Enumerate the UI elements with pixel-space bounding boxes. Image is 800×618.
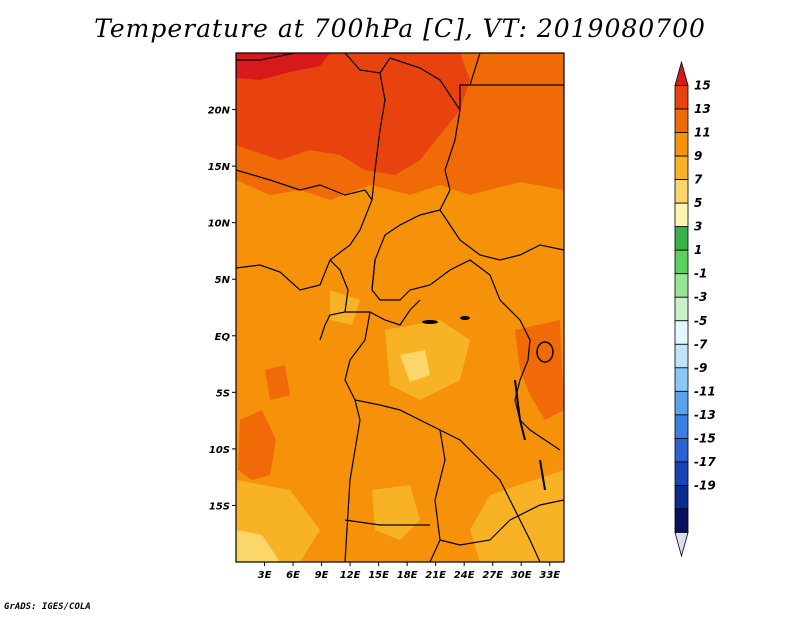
colorbar-swatch [674,390,689,416]
colorbar-bottom-triangle [674,532,689,558]
colorbar-swatch [674,179,689,204]
lon-label: 6E [286,570,300,581]
colorbar-label: 15 [694,79,711,93]
lat-label: EQ [215,332,231,343]
field-coolest-southwest [236,530,280,562]
lon-label: 33E [539,570,560,581]
colorbar-top-triangle [674,60,689,86]
colorbar-swatch [674,249,689,275]
lat-label: 20N [208,106,231,117]
colorbar-label: 7 [694,173,703,187]
field-cool-gabon [330,290,360,325]
lon-label: 30E [511,570,532,581]
lat-label: 10S [209,445,230,456]
lon-label: 24E [454,570,475,581]
colorbar-swatch [674,273,689,298]
colorbar-swatch [674,343,689,369]
latitude-axis: 20N 15N 10N 5N EQ 5S 10S 15S [208,106,236,512]
longitude-axis: 3E 6E 9E 12E 15E 18E 21E 24E 27E 30E 33E [258,562,560,581]
colorbar-label: -7 [694,337,708,351]
footer-credit: GrADS: IGES/COLA [4,602,91,612]
colorbar-label: -3 [694,290,707,304]
colorbar-label: -1 [694,267,707,281]
colorbar-swatch [674,320,689,345]
colorbar-label: 3 [694,220,702,234]
colorbar-label: -13 [694,408,716,422]
colorbar: 15 13 11 9 7 5 3 1 -1 -3 -5 -7 -9 -11 -13 -15 -17 -19 [674,60,716,558]
colorbar-label: 11 [694,126,711,140]
colorbar-swatch [674,461,689,486]
colorbar-swatch [674,132,689,157]
colorbar-label: 13 [694,102,711,116]
colorbar-swatch [674,485,689,510]
field-cool-patch-south [372,485,420,540]
colorbar-swatch [674,108,689,133]
colorbar-label: 5 [694,196,702,210]
colorbar-swatch [674,437,689,463]
field-warm-patch-small [265,365,290,400]
colorbar-swatch [674,85,689,110]
colorbar-label: -11 [694,384,716,398]
colorbar-label: -5 [694,314,707,328]
colorbar-swatch [674,202,689,228]
map-frame [235,52,565,563]
colorbar-label: -15 [694,431,716,445]
colorbar-label: 9 [694,149,702,163]
colorbar-label: -17 [694,455,716,469]
lon-label: 3E [258,570,272,581]
lon-label: 15E [368,570,389,581]
country-borders [236,53,564,562]
colorbar-swatch [674,367,689,392]
lat-label: 5N [215,275,231,286]
colorbar-label: 1 [694,243,702,257]
map-title: Temperature at 700hPa [C], VT: 201908070… [94,14,706,43]
lon-label: 18E [397,570,418,581]
colorbar-swatch [674,226,689,251]
lat-label: 5S [216,388,230,399]
colorbar-label: -19 [694,478,716,492]
colorbar-swatch [674,508,689,533]
lakes [422,316,554,491]
field-warm-patch-east [515,320,564,420]
colorbar-swatch [674,414,689,439]
field-pale-congo [400,350,430,382]
colorbar-swatch [674,296,689,322]
lon-label: 12E [340,570,361,581]
lat-label: 15S [209,501,230,512]
colorbar-swatch [674,155,689,181]
colorbar-label: -9 [694,361,707,375]
field-warm-patch-west [238,410,276,480]
lon-label: 27E [482,570,503,581]
lon-label: 9E [315,570,329,581]
lon-label: 21E [425,570,446,581]
lat-label: 15N [208,162,231,173]
field-cool-congo [385,320,470,400]
temperature-field [236,53,564,562]
field-warmest-northwest [236,53,470,175]
lat-label: 10N [208,219,231,230]
